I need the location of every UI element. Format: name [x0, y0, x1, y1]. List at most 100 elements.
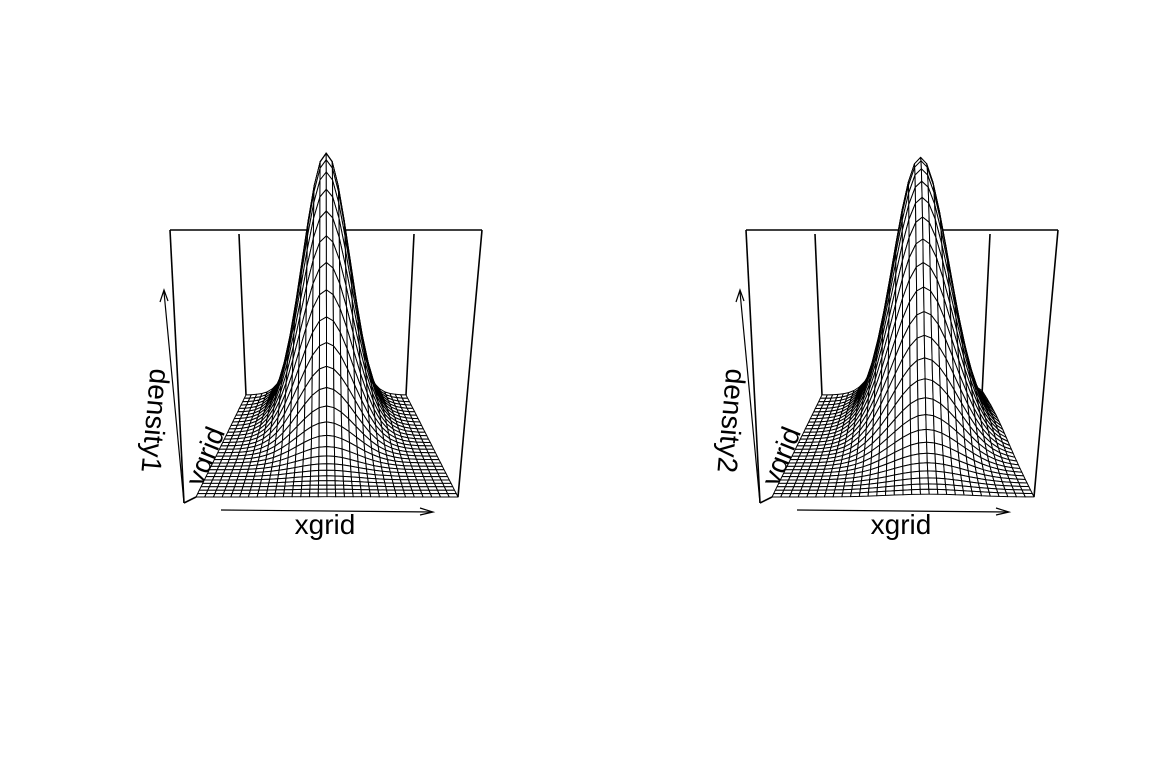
surface-facet — [326, 434, 335, 448]
surface-facet — [257, 489, 268, 494]
surface-facet — [317, 488, 328, 494]
surface-facet — [936, 483, 947, 491]
surface-facet — [918, 441, 928, 455]
surface-facet — [928, 483, 938, 490]
surface-facet — [917, 397, 927, 417]
surface-facet — [924, 357, 934, 382]
box-edge — [169, 229, 185, 504]
surface-facet — [352, 488, 362, 494]
x-axis-line — [796, 509, 1009, 513]
surface-facet — [919, 477, 929, 485]
surface-facet — [806, 493, 818, 498]
surface-facet — [369, 492, 380, 498]
surface-facet — [318, 421, 328, 437]
x-axis-arrow — [796, 507, 1012, 516]
surface-facet — [265, 492, 276, 498]
z-axis-line — [163, 291, 185, 504]
surface-facet — [326, 469, 336, 477]
surface-facet — [936, 477, 946, 485]
surface-facet — [910, 470, 921, 480]
surface-facet — [318, 480, 328, 486]
surface-facet — [916, 286, 925, 316]
box-edge — [1033, 229, 1059, 498]
surface-facet — [858, 491, 869, 497]
box-edge — [759, 496, 773, 504]
surface-facet — [815, 493, 826, 498]
surface-facet — [902, 489, 913, 496]
surface-facet — [832, 492, 844, 498]
surface-facet — [917, 378, 926, 400]
box-edge — [814, 233, 823, 396]
surface-facet — [333, 446, 343, 459]
surface-facet — [309, 484, 319, 490]
surface-facet — [910, 453, 920, 465]
surface-facet — [923, 286, 932, 316]
surface-facet — [334, 463, 344, 472]
surface-facet — [923, 334, 933, 361]
surface-facet — [352, 492, 363, 498]
surface-facet — [325, 262, 334, 296]
surface-facet — [247, 493, 259, 498]
surface-facet — [432, 462, 443, 467]
surface-facet — [326, 484, 336, 490]
surface-facet — [926, 462, 937, 472]
surface-facet — [911, 488, 921, 495]
surface-facet — [309, 492, 319, 498]
surface-facet — [300, 484, 311, 490]
surface-facet — [326, 488, 337, 494]
z-axis-label: density2 — [711, 368, 751, 475]
surface-facet — [343, 492, 354, 498]
surface-facet — [386, 493, 398, 498]
surface-facet — [334, 484, 345, 490]
surface-facet — [319, 289, 327, 322]
surface-facet — [404, 493, 415, 498]
surface-facet — [927, 470, 937, 479]
surface-facet — [326, 492, 337, 498]
surface-facet — [326, 421, 335, 437]
surface-facet — [378, 492, 389, 498]
x-arrow-head — [419, 507, 436, 516]
surface-facet — [326, 342, 335, 370]
box-edge — [405, 233, 415, 396]
surface-facet — [326, 475, 336, 482]
surface-facet — [318, 434, 328, 448]
surface-facet — [918, 470, 929, 479]
surface-facet — [309, 475, 320, 482]
surface-facet — [917, 414, 927, 431]
surface-facet — [242, 482, 253, 488]
surface-facet — [437, 472, 449, 478]
surface-facet — [927, 477, 938, 485]
surface-facet — [310, 446, 320, 459]
surface-facet — [910, 483, 921, 491]
surface-facet — [319, 316, 327, 347]
surface-facet — [916, 357, 926, 382]
x-arrow-head — [995, 507, 1012, 516]
surface-facet — [310, 469, 320, 477]
surface-facet — [926, 441, 936, 455]
surface-facet — [925, 414, 935, 431]
surface-facet — [292, 488, 302, 494]
box-edge — [457, 229, 483, 498]
surface-facet — [910, 462, 920, 473]
surface-facet — [326, 365, 335, 391]
surface-facet — [954, 489, 965, 496]
surface-facet — [274, 492, 285, 498]
surface-facet — [318, 475, 328, 482]
surface-facet — [334, 469, 344, 477]
surface-facet — [919, 488, 930, 495]
surface-facet — [326, 316, 334, 347]
surface-facet — [249, 486, 261, 491]
surface-facet — [256, 493, 268, 498]
surface-facet — [922, 262, 932, 292]
surface-facet — [876, 490, 887, 497]
surface-facet — [935, 462, 945, 473]
box-edge — [745, 229, 761, 504]
surface-facet — [386, 489, 397, 494]
x-axis-line — [220, 509, 433, 513]
surface-facet — [343, 484, 353, 490]
surface-facet — [231, 489, 243, 495]
surface-facet — [318, 405, 328, 424]
surface-facet — [918, 452, 928, 464]
surface-facet — [318, 446, 328, 457]
